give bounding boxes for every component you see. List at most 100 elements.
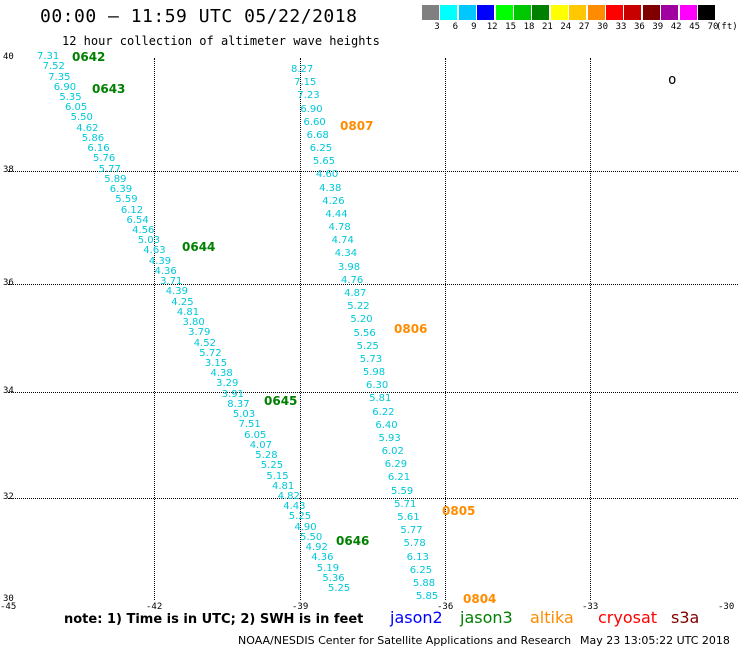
wave-height-value: 6.90 bbox=[53, 81, 77, 93]
wave-height-value: 4.76 bbox=[341, 274, 364, 286]
legend-swatch bbox=[477, 5, 495, 20]
wave-height-value: 8.37 bbox=[227, 398, 250, 410]
wave-height-value: 5.71 bbox=[394, 498, 417, 510]
latitude-label: 36 bbox=[3, 278, 14, 288]
wave-height-value: 4.81 bbox=[272, 480, 295, 492]
wave-height-value: 5.65 bbox=[312, 156, 336, 168]
wave-height-value: 5.35 bbox=[59, 91, 82, 103]
wave-height-value: 5.25 bbox=[288, 511, 312, 523]
longitude-label: -42 bbox=[146, 602, 163, 612]
wave-height-value: 5.50 bbox=[300, 531, 323, 543]
wave-height-value: 5.50 bbox=[70, 112, 93, 124]
legend-label: 33 bbox=[615, 22, 627, 32]
wave-height-value: 5.86 bbox=[81, 132, 105, 144]
longitude-gridline bbox=[154, 58, 155, 600]
wave-height-value: 4.38 bbox=[210, 368, 233, 380]
latitude-gridline bbox=[8, 392, 738, 393]
wave-height-value: 5.25 bbox=[260, 460, 284, 472]
wave-height-value: 7.51 bbox=[238, 419, 261, 431]
wave-height-value: 3.79 bbox=[188, 327, 211, 339]
longitude-gridline bbox=[445, 58, 446, 600]
legend-swatch bbox=[550, 5, 568, 20]
wave-height-value: 6.40 bbox=[375, 419, 398, 431]
wave-height-value: 5.81 bbox=[369, 393, 392, 405]
wave-height-value: 4.39 bbox=[148, 255, 172, 267]
wave-height-value: 5.20 bbox=[350, 314, 373, 326]
wave-height-value: 5.89 bbox=[104, 173, 127, 185]
mission-name: jason3 bbox=[460, 608, 513, 627]
wave-height-value: 6.16 bbox=[87, 143, 110, 155]
wave-height-value: 5.85 bbox=[416, 591, 439, 602]
legend-label: 24 bbox=[560, 22, 572, 32]
wave-height-value: 3.15 bbox=[204, 357, 228, 369]
legend-swatch bbox=[661, 5, 679, 20]
wave-height-value: 7.31 bbox=[37, 51, 60, 62]
wave-height-value: 5.73 bbox=[359, 353, 383, 365]
longitude-label: -30 bbox=[718, 602, 735, 612]
wave-height-value: 4.36 bbox=[311, 552, 334, 564]
legend-label: 30 bbox=[597, 22, 609, 32]
wave-height-value: 5.59 bbox=[391, 485, 414, 497]
wave-height-value: 5.56 bbox=[353, 327, 376, 339]
wave-height-value: 4.07 bbox=[249, 439, 272, 451]
wave-height-value: 5.25 bbox=[328, 583, 351, 594]
wave-height-value: 4.38 bbox=[319, 182, 342, 194]
wave-height-value: 4.56 bbox=[132, 224, 155, 236]
wave-height-value: 7.52 bbox=[42, 61, 65, 73]
wave-height-value: 4.25 bbox=[171, 296, 194, 308]
wave-height-value: 3.71 bbox=[160, 276, 183, 288]
legend-label: 3 bbox=[434, 22, 440, 32]
timestamp-text: May 23 13:05:22 UTC 2018 bbox=[580, 634, 730, 647]
legend-label: 36 bbox=[633, 22, 645, 32]
longitude-label: -45 bbox=[0, 602, 17, 612]
wave-height-value: 6.22 bbox=[372, 406, 395, 418]
legend-label: 18 bbox=[523, 22, 535, 32]
legend-label: 12 bbox=[486, 22, 498, 32]
wave-height-value: 4.26 bbox=[322, 195, 345, 207]
wave-height-value: 4.62 bbox=[76, 122, 99, 134]
wave-height-value: 8.27 bbox=[291, 64, 314, 75]
wave-height-value: 3.91 bbox=[221, 388, 244, 400]
wave-height-value: 3.29 bbox=[216, 378, 239, 390]
wave-height-value: 5.15 bbox=[266, 470, 289, 482]
legend-swatch bbox=[698, 5, 715, 20]
legend-swatch bbox=[569, 5, 587, 20]
wave-height-value: 6.30 bbox=[366, 380, 389, 392]
longitude-gridline bbox=[300, 58, 301, 600]
pass-time-label: 0807 bbox=[340, 119, 374, 133]
legend-label: 45 bbox=[689, 22, 701, 32]
legend-swatch bbox=[606, 5, 623, 20]
wave-height-value: 4.39 bbox=[165, 286, 188, 298]
legend-label: 39 bbox=[652, 22, 664, 32]
credit-text: NOAA/NESDIS Center for Satellite Applica… bbox=[238, 634, 572, 647]
legend-swatch bbox=[514, 5, 531, 20]
wave-height-value: 5.72 bbox=[199, 347, 222, 359]
wave-height-value: 5.19 bbox=[316, 562, 340, 574]
legend-swatch bbox=[458, 5, 476, 20]
pass-time-label: 0642 bbox=[72, 50, 106, 64]
longitude-label: -39 bbox=[292, 602, 309, 612]
latitude-gridline bbox=[8, 498, 738, 499]
legend-swatch bbox=[532, 5, 550, 20]
legend-swatch bbox=[495, 5, 513, 20]
mission-name: altika bbox=[530, 608, 574, 627]
latitude-gridline bbox=[8, 284, 738, 285]
wave-height-value: 5.76 bbox=[93, 153, 116, 165]
latitude-label: 30 bbox=[3, 594, 14, 604]
latitude-gridline bbox=[8, 171, 738, 172]
latitude-label: 38 bbox=[3, 165, 14, 175]
wave-height-value: 6.05 bbox=[65, 102, 88, 114]
wave-height-value: 7.35 bbox=[48, 71, 71, 83]
mission-name: cryosat bbox=[598, 608, 658, 627]
pass-time-label: 0643 bbox=[92, 82, 126, 96]
pass-time-label: 0644 bbox=[182, 240, 216, 254]
location-marker: o bbox=[668, 72, 677, 88]
legend-swatch bbox=[624, 5, 642, 20]
wave-height-value: 6.90 bbox=[300, 103, 323, 115]
wave-height-value: 4.87 bbox=[344, 288, 367, 299]
pass-time-label: 0806 bbox=[394, 322, 428, 336]
pass-time-label: 0646 bbox=[336, 534, 370, 548]
note-text: note: 1) Time is in UTC; 2) SWH is in fe… bbox=[64, 612, 364, 627]
legend-label: 70 bbox=[707, 22, 719, 32]
